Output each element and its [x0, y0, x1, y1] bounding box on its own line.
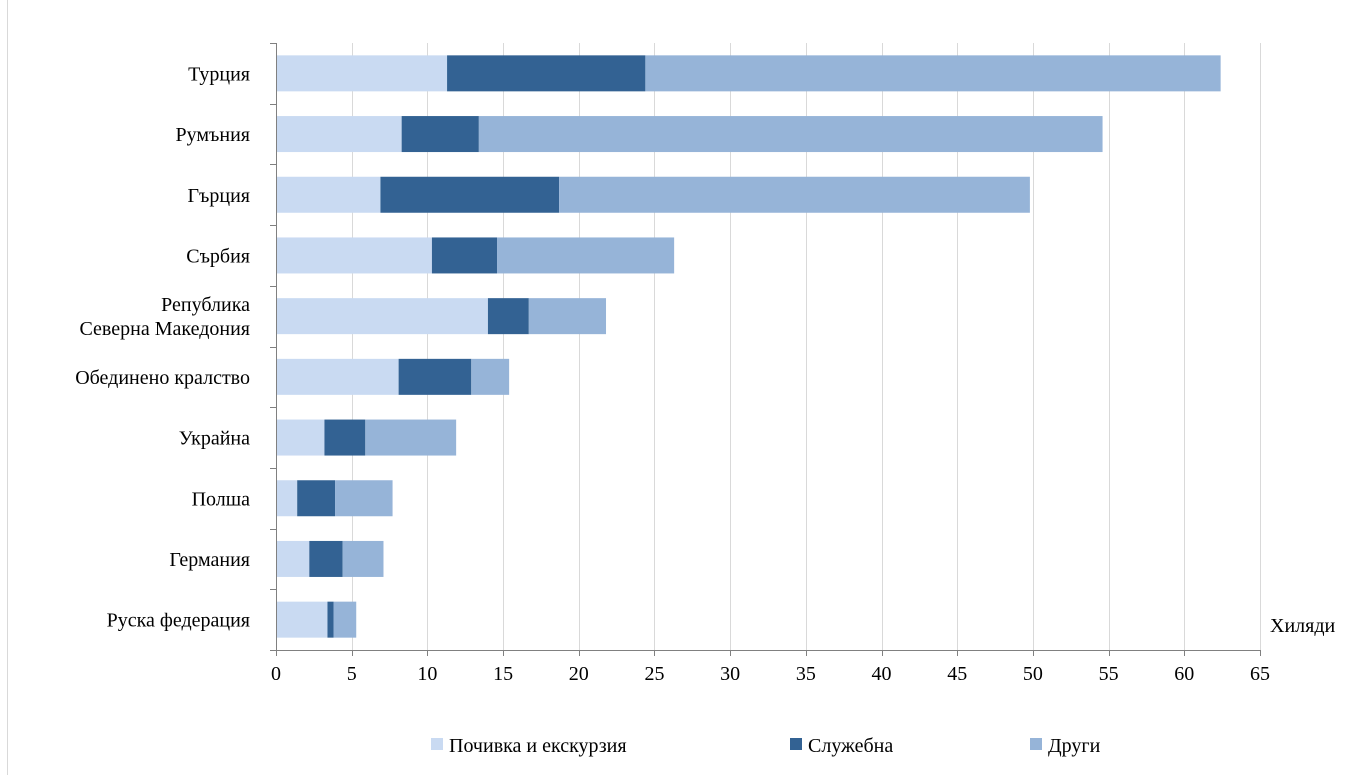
bar-segment [309, 540, 343, 577]
bar-segment [342, 540, 384, 577]
bar-segment [276, 480, 298, 517]
x-tick-label: 35 [796, 663, 816, 685]
legend-swatch [790, 738, 802, 750]
bar-segment [497, 237, 675, 274]
bar-segment [487, 298, 529, 335]
x-tick-label: 10 [417, 663, 437, 685]
bar-segment [276, 298, 488, 335]
bar-segment [431, 237, 498, 274]
bar-segment [401, 116, 479, 153]
bar-segment [471, 358, 510, 395]
x-tick-label: 40 [872, 663, 892, 685]
bar-segment [276, 55, 448, 92]
bar-segment [335, 480, 393, 517]
x-tick-label: 60 [1174, 663, 1194, 685]
x-tick-label: 5 [347, 663, 357, 685]
legend-label: Служебна [808, 735, 893, 757]
bar-segment [276, 176, 381, 213]
category-labels: Турция Румъния Гърция Сърбия Република Северн… [75, 63, 250, 631]
category-label: Сърбия [186, 245, 250, 267]
legend: Почивка и екскурзия Служебна Други [431, 735, 1101, 757]
left-frame-line [7, 0, 8, 775]
category-label: Руска федерация [107, 610, 250, 632]
bar-segment [478, 116, 1103, 153]
legend-label: Почивка и екскурзия [449, 735, 627, 757]
bar-segment [333, 601, 357, 638]
legend-label: Други [1048, 735, 1101, 757]
category-label: Украйна [179, 428, 250, 450]
category-label: Обединено кралство [75, 367, 250, 389]
category-label: Полша [192, 488, 251, 510]
x-tick-label: 45 [947, 663, 967, 685]
x-tick-label: 30 [720, 663, 740, 685]
bar-segment [398, 358, 472, 395]
x-tick-label: 15 [493, 663, 513, 685]
legend-swatch [1030, 738, 1042, 750]
bar-segment [365, 419, 457, 456]
bar-segment [276, 358, 399, 395]
bar-segment [645, 55, 1221, 92]
bar-segment [447, 55, 646, 92]
x-tick-label: 0 [271, 663, 281, 685]
bar-segment [276, 419, 325, 456]
x-tick-label: 20 [569, 663, 589, 685]
bar-segment [276, 601, 328, 638]
category-label: Република Северна Македония [79, 294, 250, 340]
bar-segment [327, 601, 334, 638]
legend-swatch [431, 738, 443, 750]
x-tick-label: 65 [1250, 663, 1270, 685]
x-tick-label: 25 [644, 663, 664, 685]
x-tick-label: 50 [1023, 663, 1043, 685]
axes: 0 5 10 15 20 25 30 35 40 45 50 55 60 65 Хиляди [270, 43, 1336, 685]
bar-segment [276, 237, 432, 274]
bar-segment [380, 176, 560, 213]
bar-segment [324, 419, 366, 456]
category-label: Румъния [176, 124, 250, 146]
bar-segment [559, 176, 1030, 213]
category-label: Турция [188, 63, 250, 85]
bars [276, 55, 1221, 638]
x-tick-label: 55 [1099, 663, 1119, 685]
bar-segment [276, 116, 402, 153]
x-axis-title: Хиляди [1270, 615, 1336, 637]
category-label: Гърция [187, 185, 250, 207]
bar-segment [297, 480, 336, 517]
bar-segment [276, 540, 310, 577]
bar-segment [528, 298, 607, 335]
category-label: Германия [169, 549, 250, 571]
